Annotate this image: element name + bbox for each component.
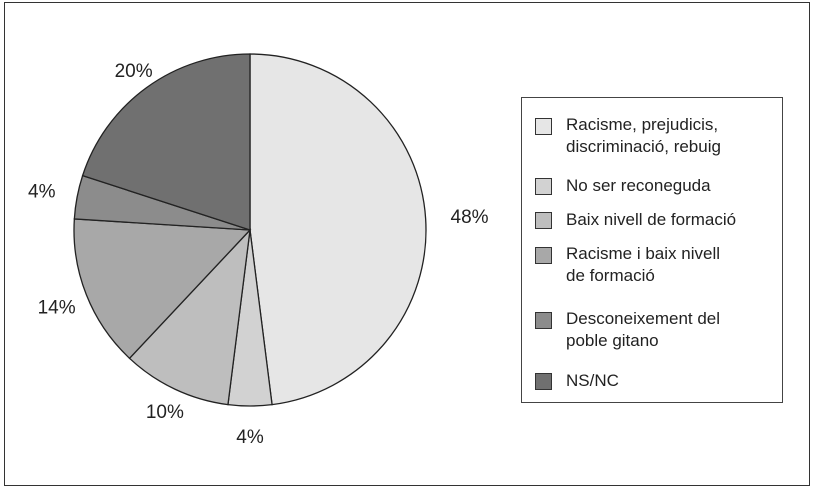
- legend-label: Racisme i baix nivell de formació: [566, 244, 720, 285]
- slice-nsnc: [81, 53, 251, 231]
- legend-swatch: [535, 178, 552, 195]
- slice-value-label: 48%: [451, 207, 489, 228]
- slice-value-label: 4%: [236, 427, 264, 448]
- legend-label: Desconeixement del poble gitano: [566, 309, 721, 350]
- legend-swatch: [535, 312, 552, 329]
- legend-swatch: [535, 247, 552, 264]
- slice-baix-formacio: [128, 228, 251, 406]
- legend-label: No ser reconeguda: [566, 176, 711, 195]
- slice-racisme: [249, 53, 427, 406]
- legend-label: NS/NC: [566, 371, 619, 390]
- legend-swatch: [535, 212, 552, 229]
- slice-value-label: 4%: [28, 181, 56, 202]
- chart-legend: Racisme, prejudicis, discriminació, rebu…: [521, 97, 783, 403]
- slice-value-label: 10%: [146, 402, 184, 423]
- slice-racisme-baix-formacio: [73, 218, 252, 360]
- legend-label: Racisme, prejudicis, discriminació, rebu…: [566, 115, 721, 156]
- legend-swatch: [535, 373, 552, 390]
- legend-swatch: [535, 118, 552, 135]
- legend-label: Baix nivell de formació: [566, 210, 737, 229]
- slice-value-label: 14%: [38, 298, 76, 319]
- slice-value-label: 20%: [115, 61, 153, 82]
